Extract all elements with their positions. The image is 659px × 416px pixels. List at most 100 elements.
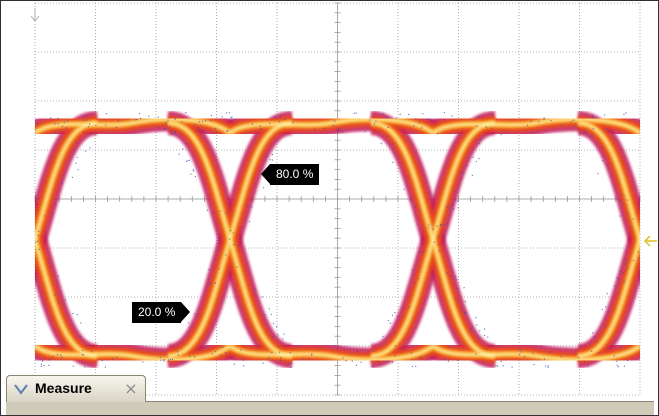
noise-dot [616, 277, 618, 279]
noise-dot [543, 117, 545, 119]
noise-dot [356, 350, 358, 352]
noise-dot [197, 314, 199, 316]
noise-dot [90, 132, 92, 134]
noise-dot [438, 244, 440, 246]
noise-dot [172, 358, 174, 360]
noise-dot [419, 357, 421, 359]
noise-dot [210, 120, 212, 122]
noise-dot [264, 159, 266, 161]
noise-dot [351, 360, 353, 362]
noise-dot [642, 227, 643, 228]
noise-dot [523, 356, 526, 358]
noise-dot [174, 131, 176, 133]
chevron-down-icon[interactable] [13, 382, 29, 396]
noise-dot [56, 354, 59, 356]
noise-dot [261, 296, 263, 298]
noise-dot [389, 322, 391, 324]
noise-dot [44, 215, 46, 217]
noise-dot [183, 361, 185, 363]
noise-dot [10, 187, 11, 188]
noise-dot [637, 251, 639, 253]
noise-dot [377, 360, 379, 363]
noise-dot [530, 120, 532, 123]
noise-dot [613, 355, 615, 357]
noise-dot [391, 361, 393, 363]
noise-dot [169, 358, 172, 360]
noise-dot [22, 218, 23, 219]
noise-dot [54, 123, 56, 125]
noise-dot [592, 128, 594, 130]
noise-dot [448, 209, 450, 211]
noise-dot [290, 362, 293, 365]
noise-dot [35, 241, 37, 243]
noise-dot [394, 345, 396, 347]
noise-dot [43, 364, 45, 367]
noise-dot [246, 205, 248, 207]
noise-dot [278, 121, 281, 123]
noise-dot [76, 156, 78, 159]
noise-dot [460, 178, 462, 180]
noise-dot [187, 322, 190, 324]
noise-dot [29, 265, 30, 266]
noise-dot [234, 118, 236, 121]
noise-dot [408, 113, 410, 116]
noise-dot [338, 129, 340, 131]
noise-dot [625, 259, 627, 261]
noise-dot [373, 123, 375, 125]
noise-dot [484, 328, 486, 330]
noise-dot [115, 126, 118, 128]
noise-dot [220, 354, 222, 356]
noise-dot [238, 245, 240, 247]
noise-dot [243, 365, 245, 367]
noise-dot [597, 173, 599, 175]
noise-dot [49, 266, 51, 268]
noise-dot [268, 357, 270, 359]
noise-dot [10, 194, 11, 195]
noise-dot [230, 230, 232, 232]
noise-dot [386, 117, 388, 119]
noise-dot [187, 159, 189, 162]
noise-dot [91, 351, 93, 353]
noise-dot [605, 326, 607, 328]
noise-dot [478, 116, 480, 118]
noise-dot [201, 120, 203, 123]
noise-dot [497, 345, 500, 347]
noise-dot [76, 314, 78, 316]
noise-dot [61, 182, 63, 184]
noise-dot [469, 328, 471, 330]
noise-dot [432, 228, 434, 230]
noise-dot [387, 126, 389, 129]
graticule [34, 2, 641, 396]
noise-dot [230, 117, 232, 119]
noise-dot [520, 351, 522, 353]
noise-dot [573, 119, 575, 121]
noise-dot [478, 143, 481, 145]
measure-tab[interactable]: Measure × [6, 375, 146, 402]
noise-dot [387, 319, 389, 322]
noise-dot [163, 360, 165, 362]
noise-dot [180, 133, 182, 135]
noise-dot [373, 350, 375, 353]
noise-dot [259, 125, 261, 127]
noise-dot [624, 263, 626, 265]
noise-dot [208, 278, 210, 281]
noise-dot [264, 314, 266, 316]
noise-dot [606, 292, 608, 295]
noise-dot [420, 356, 422, 358]
noise-dot [113, 345, 115, 347]
noise-dot [82, 349, 84, 351]
noise-dot [447, 346, 450, 348]
noise-dot [378, 363, 380, 365]
close-icon[interactable]: × [124, 379, 138, 398]
noise-dot [597, 352, 599, 354]
noise-dot [157, 116, 159, 118]
noise-dot [417, 277, 419, 280]
noise-dot [391, 314, 394, 317]
noise-dot [439, 224, 442, 226]
noise-dot [592, 116, 594, 118]
noise-dot [338, 128, 340, 130]
noise-dot [61, 125, 64, 127]
noise-dot [48, 364, 50, 366]
noise-dot [411, 365, 414, 367]
noise-dot [602, 160, 604, 162]
